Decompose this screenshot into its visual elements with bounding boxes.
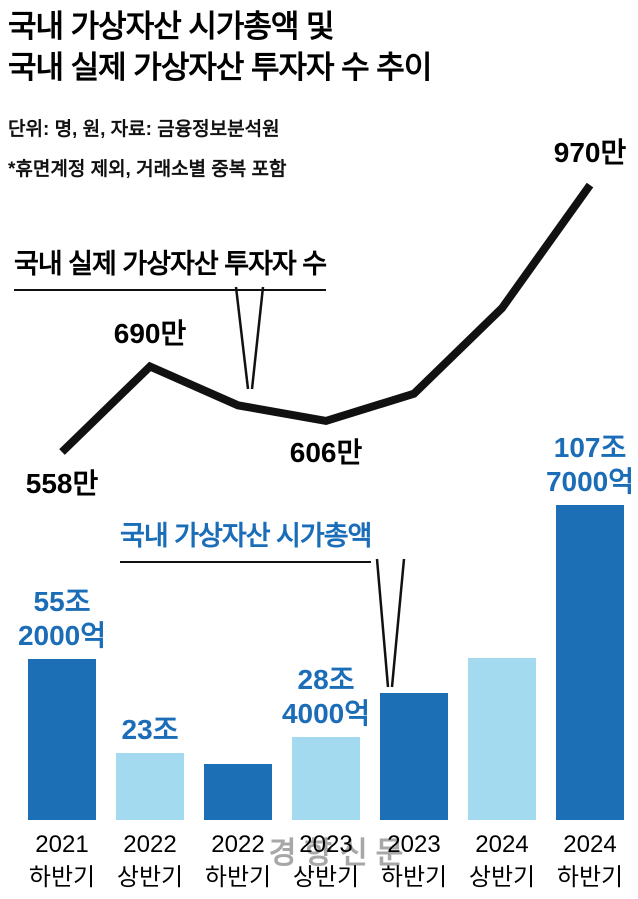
x-axis-label: 2023 하반기 <box>380 831 448 891</box>
marketcap-bar <box>204 764 272 820</box>
chart-title: 국내 가상자산 시가총액 및 국내 실제 가상자산 투자자 수 추이 <box>8 6 628 88</box>
marketcap-bar <box>556 505 624 820</box>
x-axis-label: 2021 하반기 <box>28 831 96 891</box>
line-point-label: 606만 <box>289 436 363 468</box>
footnote: *휴면계정 제외, 거래소별 중복 포함 <box>8 159 287 180</box>
marketcap-bar <box>380 693 448 820</box>
x-axis-label: 2022 하반기 <box>204 831 272 891</box>
x-axis-label: 2024 하반기 <box>556 831 624 891</box>
marketcap-bar <box>292 737 360 820</box>
x-axis-label: 2022 상반기 <box>116 831 184 891</box>
bar-value-label: 55조 2000억 <box>17 586 107 651</box>
line-point-label: 690만 <box>113 318 187 350</box>
marketcap-bar <box>468 658 536 820</box>
chart-title-line1: 국내 가상자산 시가총액 및 <box>8 9 335 44</box>
x-axis-label: 2024 상반기 <box>468 831 536 891</box>
bar-series-label: 국내 가상자산 시가총액 <box>120 514 372 563</box>
line-point-label: 558만 <box>25 468 99 499</box>
bar-value-label: 107조 7000억 <box>545 432 635 497</box>
line-point-label: 970만 <box>553 137 627 169</box>
bar-value-label: 28조 4000억 <box>281 664 371 729</box>
bar-value-label: 23조 <box>121 714 179 745</box>
unit-note: 단위: 명, 원, 자료: 금융정보분석원 <box>8 119 280 140</box>
marketcap-bar <box>116 753 184 820</box>
x-axis-label: 2023 상반기 <box>292 831 360 891</box>
newspaper-watermark: 경향신문 <box>268 837 412 870</box>
marketcap-bar <box>28 659 96 820</box>
source-note: 단위: 명, 원, 자료: 금융정보분석원 *휴면계정 제외, 거래소별 중복 … <box>8 110 428 190</box>
chart-title-line2: 국내 실제 가상자산 투자자 수 추이 <box>8 50 432 85</box>
